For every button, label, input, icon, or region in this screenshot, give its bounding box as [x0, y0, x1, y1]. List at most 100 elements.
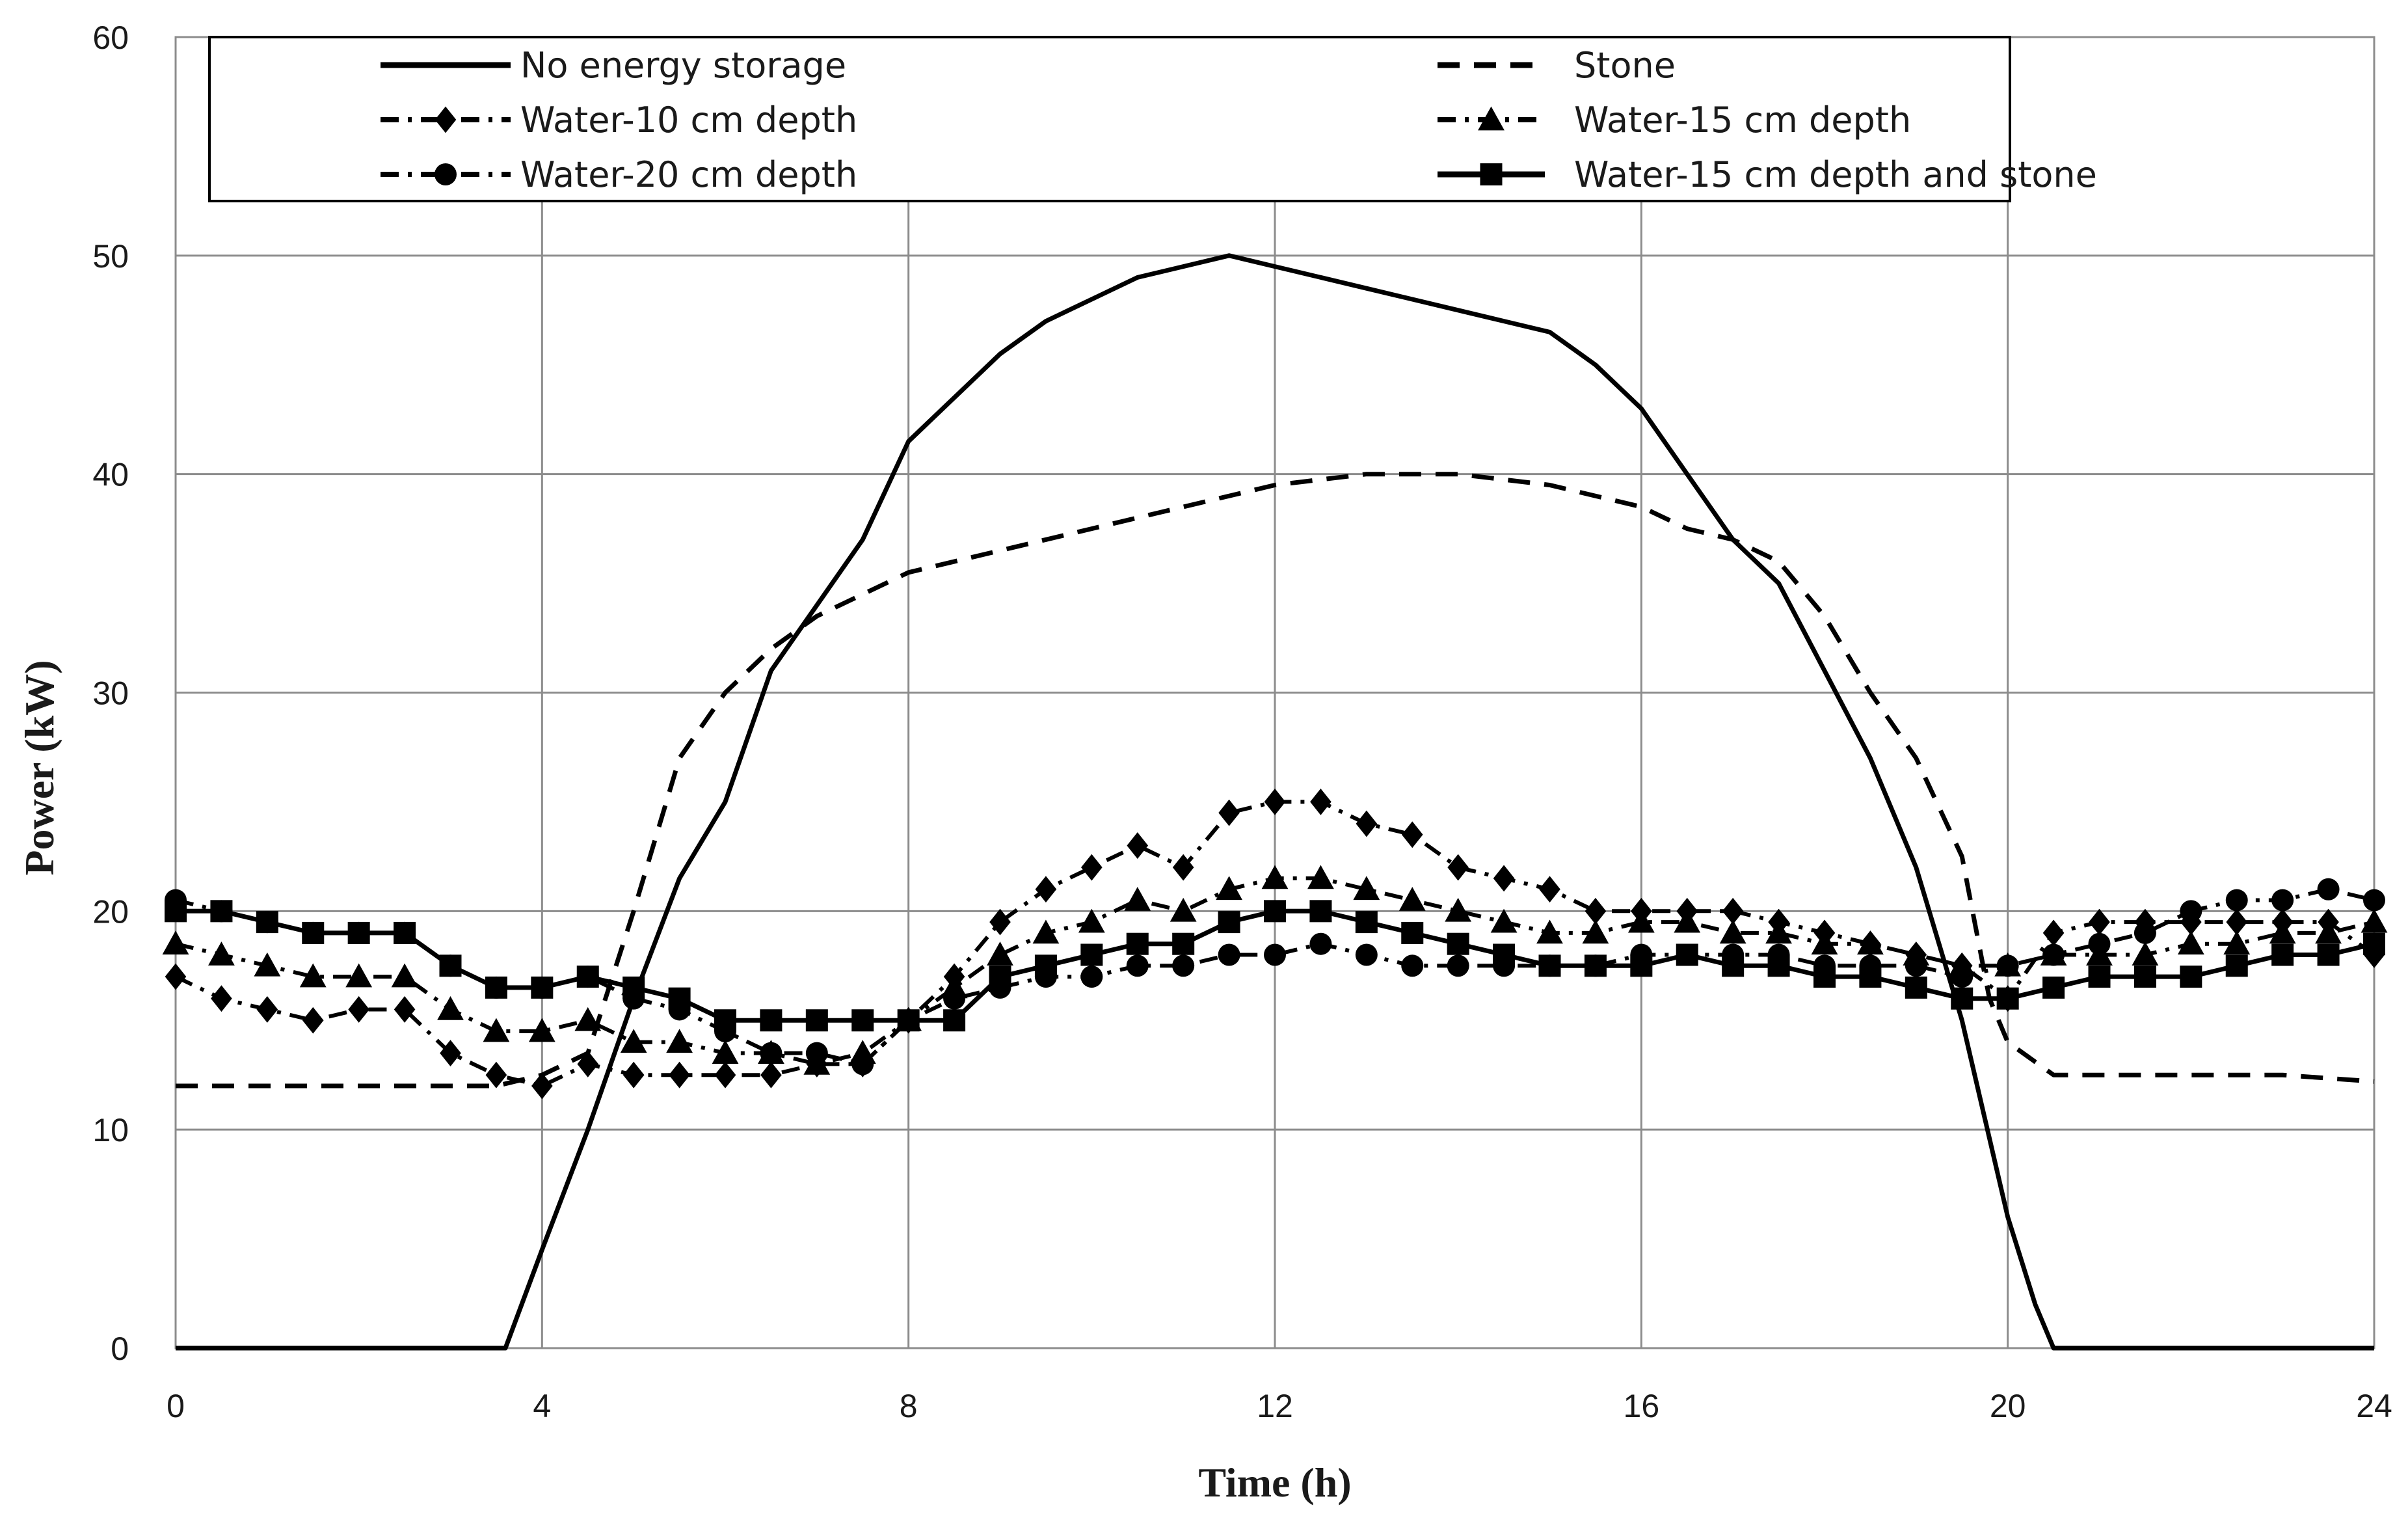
data-point	[531, 976, 554, 999]
data-point	[256, 911, 278, 934]
data-point	[1859, 966, 1882, 988]
data-point	[760, 1042, 783, 1064]
data-point	[2271, 943, 2294, 966]
data-point	[2223, 930, 2251, 955]
data-point	[1539, 876, 1560, 903]
data-point	[1264, 900, 1286, 923]
series-layer	[162, 253, 2388, 1351]
data-point	[1811, 930, 1838, 955]
data-point	[1172, 932, 1195, 955]
data-point	[2177, 930, 2204, 955]
series-1	[176, 472, 2375, 1089]
data-point	[1447, 954, 1469, 977]
data-point	[208, 941, 235, 966]
data-point	[1767, 954, 1790, 977]
data-point	[805, 1042, 828, 1064]
data-point	[2226, 908, 2248, 936]
data-point	[165, 900, 187, 923]
legend-label: Water-15 cm depth	[1574, 100, 1911, 141]
data-point	[943, 987, 966, 1010]
data-point	[1035, 876, 1057, 903]
data-point	[1309, 900, 1332, 923]
x-tick-label: 12	[1257, 1388, 1293, 1424]
data-point	[394, 996, 416, 1023]
data-point	[1584, 954, 1607, 977]
data-point	[483, 1018, 510, 1042]
data-point	[2180, 966, 2202, 988]
series-0	[176, 253, 2374, 1351]
data-point	[2317, 943, 2340, 966]
data-point	[1905, 976, 1927, 999]
data-point	[2271, 889, 2294, 912]
legend-marker	[1478, 106, 1505, 131]
data-point	[2132, 941, 2159, 966]
data-point	[1307, 865, 1334, 889]
data-point	[210, 900, 233, 923]
grid-layer	[174, 36, 2375, 1349]
legend-label: Water-10 cm depth	[520, 100, 857, 141]
data-point	[805, 1009, 828, 1032]
data-point	[531, 1072, 553, 1100]
x-tick-label: 20	[1990, 1388, 2026, 1424]
data-point	[943, 1009, 966, 1032]
data-point	[897, 1009, 920, 1032]
data-point	[1355, 911, 1378, 934]
legend-label: Water-15 cm depth and stone	[1574, 154, 2097, 195]
data-point	[1447, 932, 1469, 955]
data-point	[1261, 865, 1289, 889]
y-tick-labels: 0 10 20 30 40 50 60	[92, 20, 129, 1367]
data-point	[1172, 854, 1194, 881]
y-tick-label: 20	[92, 893, 129, 930]
x-tick-label: 16	[1624, 1388, 1660, 1424]
data-point	[1127, 832, 1149, 859]
y-axis-label: Power (kW)	[16, 660, 62, 875]
data-point	[989, 966, 1011, 988]
data-point	[1170, 897, 1197, 922]
data-point	[714, 1061, 736, 1089]
data-point	[851, 1053, 874, 1076]
data-point	[211, 985, 232, 1012]
legend-marker	[435, 106, 457, 133]
legend-label: No energy storage	[520, 45, 846, 86]
data-point	[1356, 810, 1378, 837]
data-point	[348, 996, 369, 1023]
series-5	[165, 900, 2385, 1032]
data-point	[989, 908, 1011, 936]
data-point	[2088, 932, 2111, 955]
data-point	[1216, 876, 1242, 900]
data-point	[2225, 954, 2248, 977]
data-point	[1490, 908, 1518, 933]
data-point	[1630, 954, 1653, 977]
data-point	[1536, 919, 1563, 944]
data-point	[1951, 966, 1973, 988]
data-point	[2134, 921, 2156, 944]
data-point	[1493, 865, 1515, 892]
data-point	[2317, 878, 2340, 900]
series-line	[176, 253, 2374, 1351]
data-point	[1447, 854, 1469, 881]
data-point	[2363, 889, 2385, 912]
data-point	[1264, 943, 1286, 966]
data-point	[2180, 900, 2202, 923]
data-point	[1722, 897, 1744, 925]
data-point	[485, 1061, 507, 1089]
data-point	[1401, 921, 1424, 944]
data-point	[1538, 954, 1561, 977]
data-point	[2089, 908, 2110, 936]
data-point	[256, 996, 278, 1023]
data-point	[622, 1061, 645, 1089]
data-point	[574, 1007, 602, 1031]
data-point	[1585, 897, 1607, 925]
data-point	[347, 921, 370, 944]
data-point	[1309, 932, 1332, 955]
data-point	[1172, 954, 1195, 977]
data-point	[2042, 976, 2065, 999]
data-point	[1218, 799, 1240, 826]
data-point	[577, 1051, 599, 1077]
data-point	[666, 1029, 693, 1053]
data-point	[760, 1009, 783, 1032]
y-tick-label: 40	[92, 457, 129, 493]
data-point	[1081, 854, 1103, 881]
data-point	[437, 996, 464, 1020]
data-point	[669, 1061, 690, 1089]
